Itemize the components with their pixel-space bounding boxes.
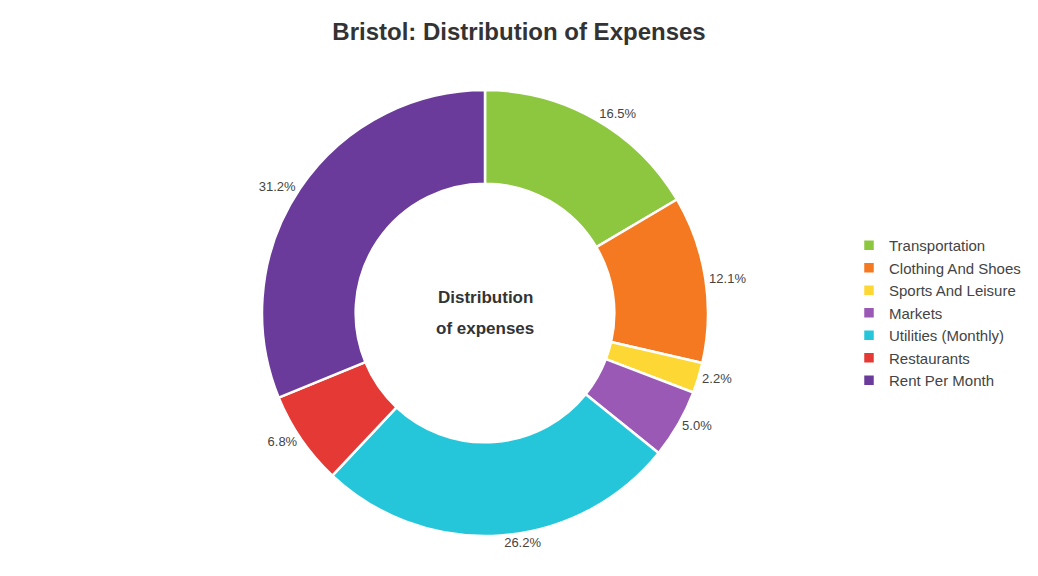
svg-text:16.5%: 16.5% (599, 106, 636, 121)
svg-text:Sports And Leisure: Sports And Leisure (889, 282, 1016, 299)
svg-text:Distribution: Distribution (438, 288, 533, 307)
svg-text:Bristol: Distribution of Expen: Bristol: Distribution of Expenses (332, 18, 705, 45)
svg-text:Utilities (Monthly): Utilities (Monthly) (889, 327, 1004, 344)
svg-text:Clothing And Shoes: Clothing And Shoes (889, 260, 1021, 277)
svg-text:Rent Per Month: Rent Per Month (889, 372, 994, 389)
svg-text:Markets: Markets (889, 305, 942, 322)
svg-text:Restaurants: Restaurants (889, 350, 970, 367)
svg-text:2.2%: 2.2% (702, 371, 732, 386)
svg-text:6.8%: 6.8% (268, 434, 298, 449)
svg-text:5.0%: 5.0% (682, 418, 712, 433)
svg-text:26.2%: 26.2% (504, 535, 541, 550)
svg-text:12.1%: 12.1% (709, 271, 746, 286)
svg-text:31.2%: 31.2% (259, 179, 296, 194)
svg-text:of expenses: of expenses (436, 319, 534, 338)
svg-text:Transportation: Transportation (889, 237, 985, 254)
